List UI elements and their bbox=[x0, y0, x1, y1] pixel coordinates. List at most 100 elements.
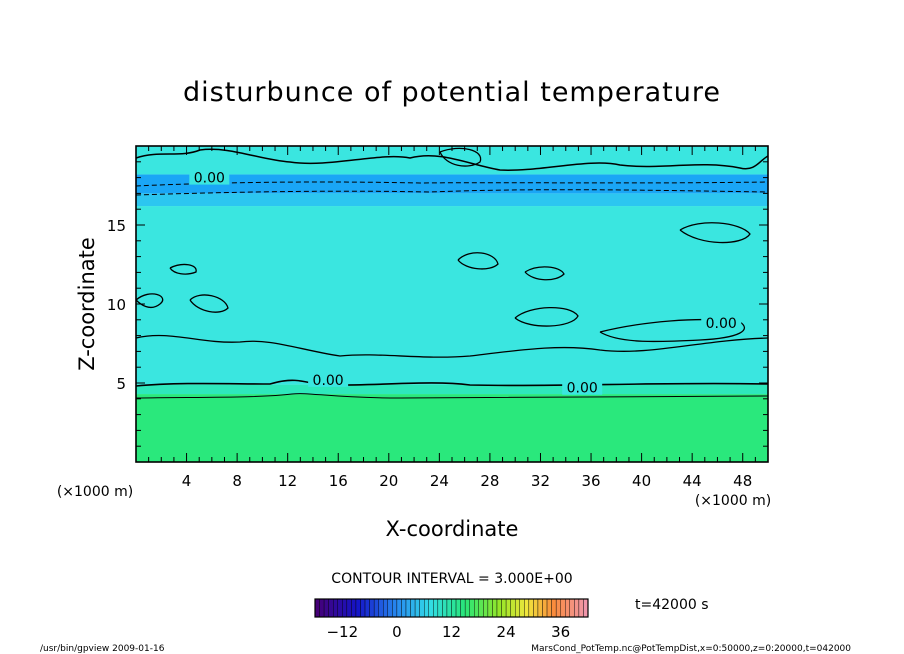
x-tick-label-32: 32 bbox=[531, 472, 550, 490]
colorbar-cell-35 bbox=[474, 598, 480, 618]
colorbar: −12 0 12 24 36 bbox=[314, 598, 589, 641]
y-axis-unit-label: (×1000 m) bbox=[57, 484, 133, 500]
colorbar-frame bbox=[314, 598, 589, 618]
time-label: t=42000 s bbox=[635, 597, 709, 613]
colorbar-cell-48 bbox=[533, 598, 539, 618]
colorbar-cell-47 bbox=[528, 598, 534, 618]
colorbar-cell-58 bbox=[578, 598, 584, 618]
contour-label-0: 0.00 bbox=[194, 171, 225, 187]
plot-area: 0.000.00 0.000.004 8 12 16 20 24 28 32 36 40 44 4851… bbox=[107, 145, 769, 490]
colorbar-cell-54 bbox=[560, 598, 566, 618]
x-tick-label-20: 20 bbox=[379, 472, 398, 490]
contour-label-1: 0.00 bbox=[313, 373, 344, 389]
zero-contour-lower bbox=[135, 379, 769, 387]
contour-line-lower-2 bbox=[135, 393, 769, 399]
colorbar-cell-12 bbox=[369, 598, 375, 618]
colorbar-cell-33 bbox=[464, 598, 470, 618]
contour-label-bg-2 bbox=[562, 379, 603, 395]
contour-band-3 bbox=[136, 193, 768, 207]
x-tick-label-40: 40 bbox=[632, 472, 651, 490]
colorbar-cell-42 bbox=[505, 598, 511, 618]
colorbar-cell-45 bbox=[519, 598, 525, 618]
colorbar-cell-55 bbox=[565, 598, 571, 618]
colorbar-cell-8 bbox=[351, 598, 357, 618]
colorbar-cell-0 bbox=[314, 598, 320, 618]
colorbar-cell-9 bbox=[355, 598, 361, 618]
colorbar-cell-27 bbox=[437, 598, 443, 618]
colorbar-cell-15 bbox=[383, 598, 389, 618]
x-axis-label: X-coordinate bbox=[386, 517, 519, 541]
colorbar-cell-3 bbox=[328, 598, 334, 618]
colorbar-cell-53 bbox=[555, 598, 561, 618]
x-tick-label-12: 12 bbox=[278, 472, 297, 490]
contour-band-4 bbox=[136, 174, 768, 194]
zero-contour-blob-7 bbox=[524, 266, 565, 281]
x-tick-label-44: 44 bbox=[683, 472, 702, 490]
colorbar-cell-10 bbox=[360, 598, 366, 618]
contour-band-2 bbox=[136, 206, 768, 385]
colorbar-cell-40 bbox=[496, 598, 502, 618]
colorbar-cell-56 bbox=[569, 598, 575, 618]
colorbar-cell-5 bbox=[337, 598, 343, 618]
y-tick-label-5: 5 bbox=[116, 375, 126, 393]
contour-label-bg-1 bbox=[308, 371, 349, 387]
zero-contour-upper bbox=[135, 148, 769, 171]
colorbar-tick-label-12: 12 bbox=[442, 623, 461, 641]
colorbar-cell-22 bbox=[414, 598, 420, 618]
footer-right: MarsCond_PotTemp.nc@PotTempDist,x=0:5000… bbox=[531, 644, 851, 654]
colorbar-cell-30 bbox=[451, 598, 457, 618]
colorbar-cell-57 bbox=[574, 598, 580, 618]
colorbar-cell-7 bbox=[346, 598, 352, 618]
colorbar-cell-25 bbox=[428, 598, 434, 618]
zero-contour-blob-2 bbox=[189, 294, 229, 313]
colorbar-cell-41 bbox=[501, 598, 507, 618]
colorbar-cell-28 bbox=[442, 598, 448, 618]
colorbar-cell-18 bbox=[396, 598, 402, 618]
x-tick-label-48: 48 bbox=[733, 472, 752, 490]
colorbar-cell-59 bbox=[583, 598, 589, 618]
colorbar-cell-43 bbox=[510, 598, 516, 618]
colorbar-cell-19 bbox=[401, 598, 407, 618]
x-tick-label-28: 28 bbox=[480, 472, 499, 490]
colorbar-cell-24 bbox=[424, 598, 429, 618]
x-axis-unit-label: (×1000 m) bbox=[695, 493, 771, 509]
colorbar-cell-51 bbox=[546, 598, 552, 618]
colorbar-cell-26 bbox=[433, 598, 439, 618]
contour-label-bg-3 bbox=[701, 314, 742, 330]
colorbar-cell-52 bbox=[551, 598, 557, 618]
colorbar-cell-46 bbox=[524, 598, 530, 618]
colorbar-cell-4 bbox=[333, 598, 338, 618]
colorbar-cell-34 bbox=[469, 598, 475, 618]
colorbar-cell-31 bbox=[455, 598, 461, 618]
y-axis-label: Z-coordinate bbox=[75, 237, 99, 371]
contour-interval-text: CONTOUR INTERVAL = 3.000E+00 bbox=[331, 571, 572, 587]
zero-contour-blob-9 bbox=[599, 318, 746, 343]
contour-label-2: 0.00 bbox=[567, 381, 598, 397]
colorbar-tick-label-24: 24 bbox=[497, 623, 516, 641]
colorbar-cell-38 bbox=[487, 598, 493, 618]
zero-contour-blob-6 bbox=[169, 263, 197, 275]
colorbar-cell-1 bbox=[319, 598, 325, 618]
colorbar-cell-37 bbox=[483, 598, 489, 618]
colorbar-cell-21 bbox=[410, 598, 416, 618]
contour-label-bg-0 bbox=[189, 169, 230, 185]
colorbar-cell-39 bbox=[492, 598, 498, 618]
zero-contour-blob-5 bbox=[679, 222, 751, 244]
colorbar-tick-label--12: −12 bbox=[326, 623, 358, 641]
colorbar-cell-11 bbox=[364, 598, 370, 618]
contour-band-0 bbox=[136, 394, 768, 462]
colorbar-cell-32 bbox=[460, 598, 466, 618]
zero-contour-blob-0 bbox=[135, 334, 769, 358]
footer-left: /usr/bin/gpview 2009-01-16 bbox=[40, 644, 165, 654]
colorbar-tick-label-0: 0 bbox=[392, 623, 402, 641]
colorbar-cell-50 bbox=[542, 598, 548, 618]
contour-label-3: 0.00 bbox=[706, 316, 737, 332]
contour-band-1 bbox=[136, 384, 768, 395]
colorbar-cell-44 bbox=[515, 598, 520, 618]
colorbar-cell-23 bbox=[419, 598, 425, 618]
zero-contour-blob-8 bbox=[439, 147, 482, 167]
x-tick-label-8: 8 bbox=[232, 472, 242, 490]
colorbar-cell-14 bbox=[378, 598, 384, 618]
colorbar-cell-17 bbox=[392, 598, 398, 618]
